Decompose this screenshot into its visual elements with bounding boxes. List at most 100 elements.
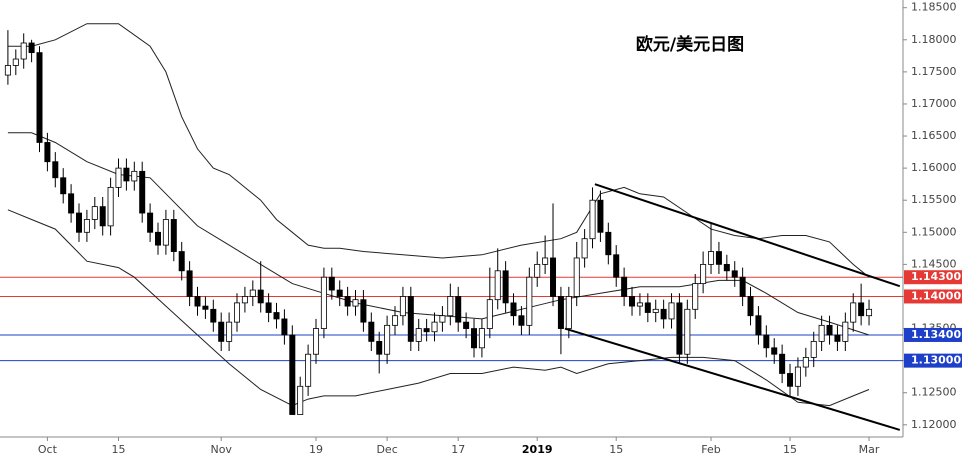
candle-body xyxy=(502,270,509,304)
bollinger-band xyxy=(7,23,870,278)
chart-title: 欧元/美元日图 xyxy=(636,34,744,55)
candle-body xyxy=(352,299,359,307)
candle-body xyxy=(210,308,217,323)
candle-body xyxy=(423,328,430,333)
candle-body xyxy=(392,315,399,326)
candle-body xyxy=(186,270,193,297)
candle-body xyxy=(565,296,572,329)
x-tick-label: Nov xyxy=(210,443,232,456)
candle-body xyxy=(644,302,651,313)
candle-body xyxy=(344,296,351,307)
level-tag xyxy=(904,289,962,304)
candle-body xyxy=(194,296,201,307)
candle-body xyxy=(779,353,786,374)
candle-body xyxy=(273,312,280,320)
y-tick-label: 1.18000 xyxy=(911,33,957,46)
candle-body xyxy=(249,289,256,297)
candle-body xyxy=(818,324,825,342)
y-tick-label: 1.14500 xyxy=(911,257,957,270)
candle-body xyxy=(360,299,367,323)
x-tick-label: 15 xyxy=(112,443,126,456)
y-tick-label: 1.15000 xyxy=(911,225,957,238)
candle-body xyxy=(589,199,596,240)
candle-body xyxy=(376,340,383,355)
level-tag xyxy=(904,270,962,285)
x-tick-label: Feb xyxy=(701,443,720,456)
y-tick-label: 1.17000 xyxy=(911,97,957,110)
candle-body xyxy=(794,366,801,387)
candle-body xyxy=(802,357,809,368)
candle-body xyxy=(44,142,51,163)
candle-body xyxy=(415,328,422,342)
candle-body xyxy=(810,340,817,358)
candle-body xyxy=(28,42,35,54)
x-tick-label: 2019 xyxy=(522,443,553,456)
level-label: 1.13000 xyxy=(911,354,961,367)
y-tick-label: 1.12500 xyxy=(911,386,957,399)
candle-body xyxy=(226,321,233,342)
candle-body xyxy=(320,276,327,329)
candle-body xyxy=(313,328,320,355)
bollinger-band xyxy=(7,132,870,336)
candle-body xyxy=(202,305,209,310)
candle-body xyxy=(265,302,272,313)
candle-body xyxy=(660,308,667,320)
candle-body xyxy=(652,308,659,313)
candle-body xyxy=(763,334,770,349)
candle-body xyxy=(52,161,59,179)
y-tick-label: 1.15500 xyxy=(911,193,957,206)
candle-body xyxy=(83,219,90,233)
candle-body xyxy=(384,324,391,355)
candle-body xyxy=(368,321,375,342)
candle-body xyxy=(542,257,549,265)
x-tick-label: Mar xyxy=(859,443,880,456)
candle-body xyxy=(692,283,699,310)
candle-body xyxy=(91,206,98,220)
candle-body xyxy=(723,263,730,272)
candle-body xyxy=(629,296,636,307)
candle-body xyxy=(826,324,833,336)
candle-body xyxy=(858,302,865,317)
candle-body xyxy=(162,219,169,246)
level-tag xyxy=(904,327,962,342)
candle-body xyxy=(510,302,517,317)
candle-body xyxy=(557,296,564,329)
candle-body xyxy=(486,299,493,329)
trend-line xyxy=(564,327,901,431)
candle-body xyxy=(170,219,177,252)
candle-body xyxy=(731,270,738,278)
candle-body xyxy=(36,52,43,143)
candle-body xyxy=(328,276,335,291)
x-tick-label: 19 xyxy=(309,443,323,456)
candle-body xyxy=(850,302,857,323)
y-tick-label: 1.12000 xyxy=(911,418,957,431)
candle-body xyxy=(107,186,114,227)
candle-body xyxy=(60,177,67,195)
candle-body xyxy=(708,251,715,265)
candle-body xyxy=(471,328,478,349)
level-label: 1.14000 xyxy=(911,289,961,302)
candle-body xyxy=(257,289,264,304)
candle-body xyxy=(336,289,343,297)
candle-body xyxy=(526,276,533,326)
candle-body xyxy=(636,302,643,307)
candle-body xyxy=(447,296,454,317)
candle-body xyxy=(771,347,778,355)
candle-body xyxy=(739,276,746,297)
x-tick-label: 17 xyxy=(451,443,465,456)
candle-body xyxy=(4,65,11,76)
candle-body xyxy=(407,296,414,342)
level-tag xyxy=(904,353,962,368)
candle-body xyxy=(605,231,612,256)
y-tick-label: 1.16500 xyxy=(911,129,957,142)
candle-body xyxy=(866,308,873,317)
candle-body xyxy=(305,353,312,387)
trend-line xyxy=(594,183,901,288)
candle-body xyxy=(597,199,604,233)
candle-body xyxy=(463,321,470,329)
candle-body xyxy=(518,315,525,326)
candle-body xyxy=(613,254,620,278)
x-tick-label: 15 xyxy=(783,443,797,456)
candle-body xyxy=(139,170,146,214)
